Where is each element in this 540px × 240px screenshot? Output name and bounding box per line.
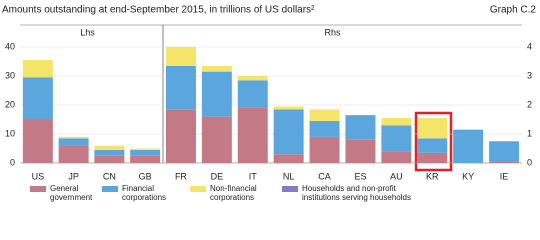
bar-segment bbox=[58, 138, 89, 146]
highlight-box bbox=[414, 111, 453, 172]
bar-segment bbox=[381, 151, 412, 163]
y-tick-label: 0 bbox=[527, 157, 532, 167]
bar-segment bbox=[417, 152, 448, 163]
bar-segment bbox=[489, 161, 520, 163]
legend-label: Households and non-profit institutions s… bbox=[302, 184, 411, 202]
legend-label: General government bbox=[50, 184, 93, 202]
y-tick-label: 40 bbox=[5, 41, 15, 51]
bar-segment bbox=[201, 71, 232, 117]
x-tick-label: CN bbox=[103, 171, 116, 181]
bar-segment bbox=[22, 77, 53, 120]
bar-segment bbox=[273, 154, 304, 163]
bar-segment bbox=[381, 125, 412, 152]
legend-swatch bbox=[102, 186, 118, 192]
chart-page: Amounts outstanding at end-September 201… bbox=[2, 5, 537, 202]
legend-item: Financial corporations bbox=[102, 184, 190, 202]
chart: Amounts outstanding at end-September 201… bbox=[2, 5, 537, 182]
legend-item: General government bbox=[30, 184, 102, 202]
x-tick-label: DE bbox=[211, 171, 224, 181]
bar-segment bbox=[58, 136, 89, 139]
bar-segment bbox=[130, 149, 161, 156]
bar-segment bbox=[201, 65, 232, 72]
x-tick-label: JP bbox=[68, 171, 79, 181]
bar-segment bbox=[417, 138, 448, 153]
bar-segment bbox=[237, 107, 268, 163]
bar-segment bbox=[309, 120, 340, 137]
legend-swatch bbox=[30, 186, 46, 192]
legend-swatch bbox=[190, 186, 206, 192]
axis-label: Rhs bbox=[324, 27, 341, 37]
bar-segment bbox=[22, 60, 53, 78]
y-tick-label: 1 bbox=[527, 128, 532, 138]
graph-label: Graph C.2 bbox=[490, 5, 537, 16]
bar-segment bbox=[165, 109, 196, 163]
bar-segment bbox=[22, 119, 53, 163]
x-tick-label: FR bbox=[175, 171, 187, 181]
x-tick-label: US bbox=[32, 171, 45, 181]
x-tick-label: IE bbox=[500, 171, 509, 181]
bar-segment bbox=[94, 149, 125, 156]
y-tick-label: 3 bbox=[527, 70, 532, 80]
y-tick-label: 20 bbox=[5, 99, 15, 109]
bar-segment bbox=[309, 109, 340, 121]
legend-label: Non-financial corporations bbox=[210, 184, 257, 202]
bar-segment bbox=[237, 80, 268, 108]
x-tick-label: AU bbox=[390, 171, 403, 181]
legend-label: Financial corporations bbox=[122, 184, 167, 202]
bar-segment bbox=[201, 116, 232, 163]
bar-segment bbox=[94, 155, 125, 163]
bar-segment bbox=[273, 109, 304, 155]
x-tick-label: CA bbox=[318, 171, 331, 181]
bar-segment bbox=[345, 115, 376, 140]
x-tick-label: KY bbox=[462, 171, 474, 181]
legend-item: Non-financial corporations bbox=[190, 184, 282, 202]
bar-segment bbox=[165, 47, 196, 66]
x-tick-label: KR bbox=[426, 171, 439, 181]
bar-segment bbox=[489, 141, 520, 162]
y-tick-label: 4 bbox=[527, 41, 532, 51]
bar-segment bbox=[130, 155, 161, 163]
chart-title: Amounts outstanding at end-September 201… bbox=[2, 5, 315, 16]
x-tick-label: GB bbox=[139, 171, 152, 181]
y-tick-label: 2 bbox=[527, 99, 532, 109]
bar-segment bbox=[94, 145, 125, 150]
bar-segment bbox=[345, 139, 376, 163]
x-tick-label: ES bbox=[354, 171, 366, 181]
axis-label: Lhs bbox=[80, 27, 95, 37]
y-tick-label: 10 bbox=[5, 128, 15, 138]
x-tick-label: IT bbox=[249, 171, 258, 181]
bar-segment bbox=[273, 106, 304, 110]
bar-segment bbox=[309, 136, 340, 163]
bar-segment bbox=[165, 65, 196, 110]
bar-segment bbox=[130, 148, 161, 150]
bar-segment bbox=[237, 76, 268, 81]
y-tick-label: 0 bbox=[10, 157, 15, 167]
bar-segment bbox=[453, 129, 484, 163]
y-tick-label: 30 bbox=[5, 70, 15, 80]
legend-item: Households and non-profit institutions s… bbox=[282, 184, 422, 202]
legend: General government Financial corporations… bbox=[30, 184, 422, 202]
legend-swatch bbox=[282, 186, 298, 192]
bar-segment bbox=[417, 118, 448, 139]
x-tick-label: NL bbox=[283, 171, 295, 181]
bar-segment bbox=[58, 145, 89, 163]
bar-segment bbox=[381, 118, 412, 126]
